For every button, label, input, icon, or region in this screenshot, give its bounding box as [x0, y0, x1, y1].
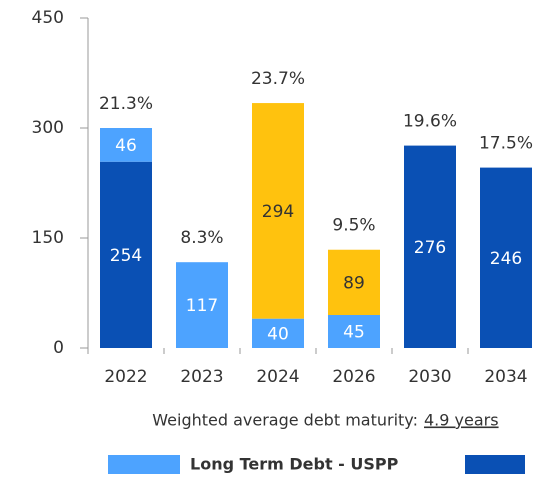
legend-swatch — [465, 455, 525, 474]
data-label: 294 — [262, 202, 294, 222]
top-label: 17.5% — [479, 134, 533, 154]
data-label: 117 — [186, 296, 218, 316]
top-label: 21.3% — [99, 94, 153, 114]
x-tick-label: 2023 — [180, 367, 223, 387]
bar-segment — [100, 161, 152, 348]
bar-segment — [252, 103, 304, 319]
data-label: 45 — [343, 323, 365, 343]
x-tick-label: 2026 — [332, 367, 375, 387]
bar-segment — [100, 128, 152, 162]
x-tick-label: 2024 — [256, 367, 299, 387]
data-label: 276 — [414, 238, 446, 258]
bar-segment — [252, 318, 304, 348]
x-tick-label: 2022 — [104, 367, 147, 387]
y-tick-label: 0 — [53, 338, 64, 358]
data-label: 246 — [490, 249, 522, 269]
legend-label: Long Term Debt - USPP — [190, 455, 399, 474]
bar-segment — [404, 145, 456, 348]
y-tick-label: 300 — [32, 118, 64, 138]
x-tick-label: 2030 — [408, 367, 451, 387]
note-text: Weighted average debt maturity: — [152, 411, 418, 430]
top-label: 23.7% — [251, 69, 305, 89]
top-label: 19.6% — [403, 112, 457, 132]
bar-segment — [176, 262, 228, 348]
y-tick-label: 150 — [32, 228, 64, 248]
top-label: 9.5% — [332, 216, 375, 236]
data-label: 40 — [267, 324, 289, 344]
note-link[interactable]: 4.9 years — [424, 411, 499, 430]
legend-swatch — [108, 455, 180, 474]
data-label: 89 — [343, 273, 365, 293]
y-tick-label: 450 — [32, 8, 64, 28]
bar-segment — [328, 249, 380, 315]
data-label: 46 — [115, 136, 137, 156]
bar-segment — [480, 167, 532, 348]
top-label: 8.3% — [180, 228, 223, 248]
data-label: 254 — [110, 246, 142, 266]
bar-segment — [328, 315, 380, 348]
x-tick-label: 2034 — [484, 367, 527, 387]
